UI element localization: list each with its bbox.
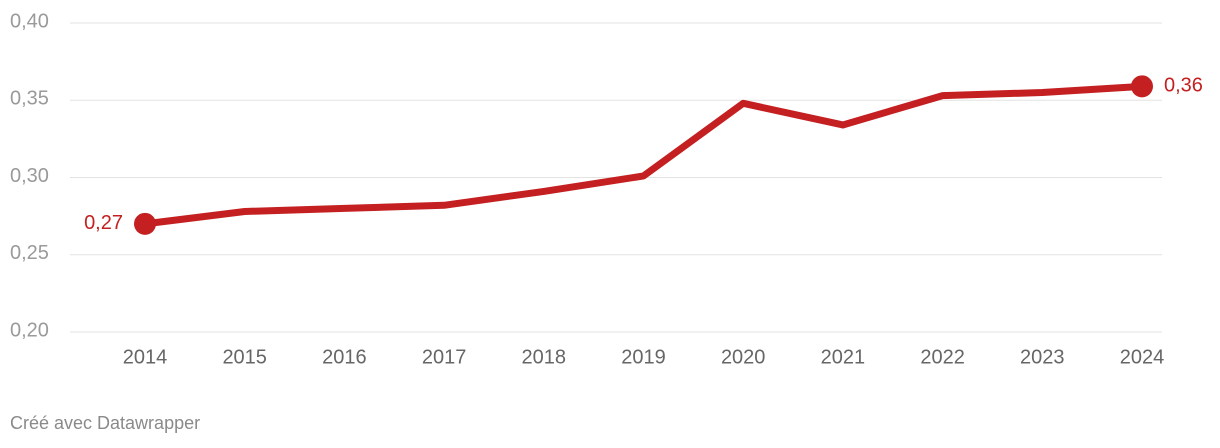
x-tick-label: 2015	[222, 346, 267, 368]
x-tick-label: 2017	[422, 346, 467, 368]
x-tick-label: 2016	[322, 346, 367, 368]
x-tick-label: 2020	[721, 346, 766, 368]
y-tick-label: 0,25	[10, 242, 49, 264]
x-tick-label: 2024	[1120, 346, 1165, 368]
x-tick-label: 2022	[920, 346, 965, 368]
x-tick-label: 2021	[821, 346, 866, 368]
y-tick-label: 0,40	[10, 10, 49, 32]
y-tick-label: 0,35	[10, 88, 49, 110]
line	[144, 82, 1143, 228]
x-tick-label: 2023	[1020, 346, 1065, 368]
x-tick-label: 2019	[621, 346, 666, 368]
x-tick-label: 2014	[123, 346, 168, 368]
footer: Créé avec Datawrapper	[10, 413, 200, 433]
end-point	[1131, 75, 1153, 98]
x-tick-label: 2018	[522, 346, 567, 368]
value-label: 0,27	[84, 212, 123, 234]
y-tick-label: 0,20	[10, 319, 49, 341]
end-point	[134, 212, 156, 235]
value-label: 0,36	[1164, 75, 1203, 97]
y-tick-label: 0,30	[10, 165, 49, 187]
